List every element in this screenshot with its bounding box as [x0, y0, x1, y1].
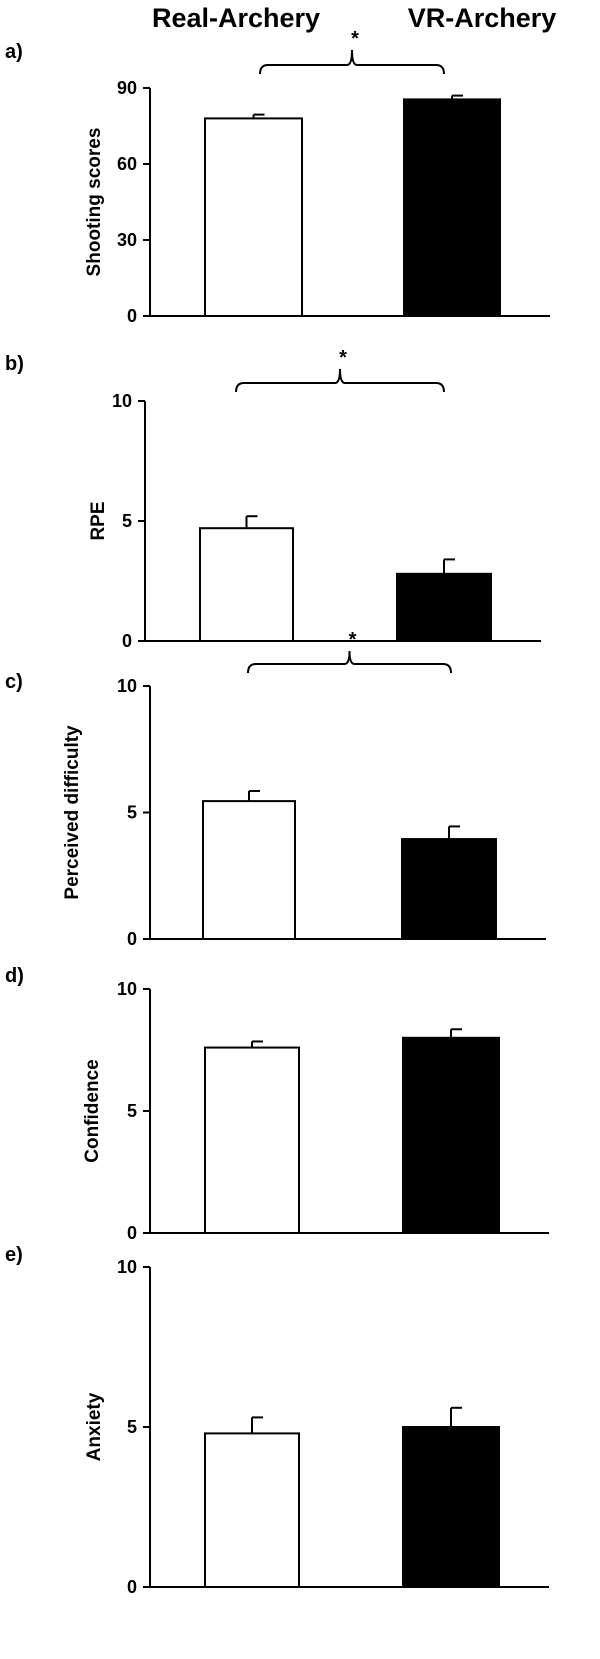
significance-bracket	[235, 368, 445, 393]
panel-label: c)	[5, 671, 23, 693]
y-tick-label: 0	[127, 306, 137, 326]
significance-marker: *	[349, 629, 357, 651]
y-tick-label: 30	[117, 230, 137, 250]
chart-panel-4: d) Confidence 0 5 10	[5, 965, 549, 1243]
bar-vr-archery	[401, 838, 497, 940]
y-tick-label: 0	[127, 929, 137, 949]
bar-vr-archery	[402, 1426, 500, 1588]
bar-vr-archery	[396, 572, 492, 642]
y-tick-label: 5	[127, 1101, 137, 1121]
y-axis-label: Confidence	[82, 1059, 103, 1162]
y-tick-label: 60	[117, 154, 137, 174]
chart-panel-2: b) RPE 0 5 10 *	[5, 347, 541, 651]
y-tick-label: 5	[127, 1417, 137, 1437]
y-tick-label: 0	[127, 1223, 137, 1243]
bar-real-archery	[204, 1046, 300, 1235]
y-tick-label: 10	[117, 1257, 137, 1277]
chart-panel-1: a) Shooting scores 0 30 60 90 *	[5, 28, 550, 326]
panel-label: e)	[5, 1244, 23, 1266]
y-tick-label: 5	[127, 803, 137, 823]
y-axis-label: Anxiety	[84, 1392, 105, 1461]
bar-vr-archery	[403, 98, 501, 318]
y-axis-label: Shooting scores	[84, 128, 105, 277]
significance-marker: *	[351, 28, 359, 50]
y-tick-label: 10	[112, 391, 132, 411]
y-axis-label: RPE	[88, 501, 109, 540]
significance-bracket	[259, 49, 445, 75]
y-tick-label: 90	[117, 78, 137, 98]
significance-marker: *	[339, 347, 347, 369]
panel-label: d)	[5, 965, 24, 987]
bar-real-archery	[202, 800, 296, 940]
chart-panels: a) Shooting scores 0 30 60 90 * b) RPE 0 5 10 * c) Per…	[5, 28, 550, 1597]
y-tick-label: 10	[117, 979, 137, 999]
panel-label: b)	[5, 353, 24, 375]
significance-bracket	[247, 650, 452, 674]
y-axis-label: Perceived difficulty	[62, 725, 83, 900]
bar-real-archery	[204, 1432, 300, 1589]
y-tick-label: 10	[117, 676, 137, 696]
chart-panel-3: c) Perceived difficulty 0 5 10 *	[5, 629, 546, 949]
bar-vr-archery	[402, 1036, 500, 1235]
bar-real-archery	[204, 117, 303, 318]
y-tick-label: 5	[122, 511, 132, 531]
y-tick-label: 0	[127, 1577, 137, 1597]
bar-real-archery	[199, 527, 294, 643]
chart-panel-5: e) Anxiety 0 5 10	[5, 1244, 549, 1597]
header-vr-archery: VR-Archery	[408, 3, 557, 33]
y-tick-label: 0	[122, 631, 132, 651]
panel-label: a)	[5, 41, 23, 63]
header-real-archery: Real-Archery	[152, 3, 320, 33]
